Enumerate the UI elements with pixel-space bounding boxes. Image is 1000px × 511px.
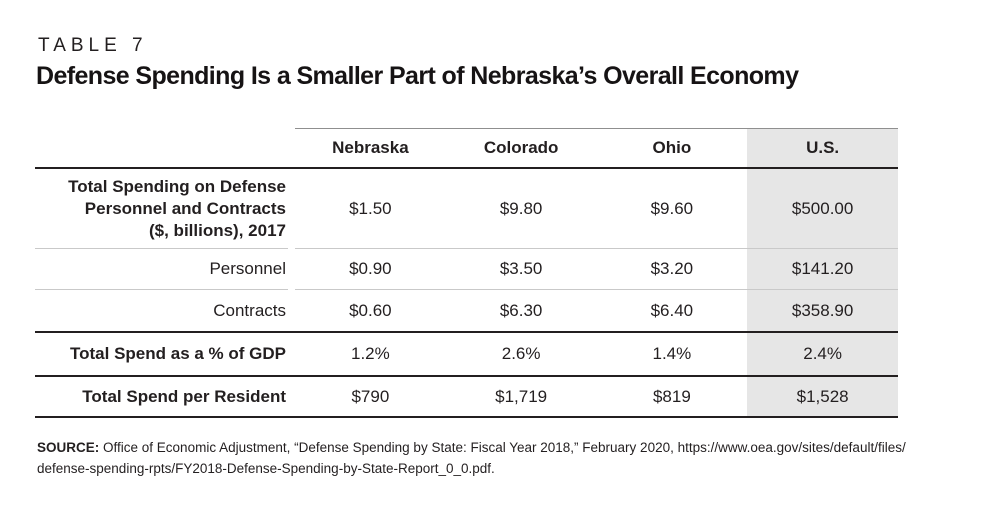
value-cell-ohio: $9.60 [650,198,694,218]
row-label-line: ($, billions), 2017 [149,220,286,240]
column-gap [288,128,295,167]
value-cell-colorado: 2.6% [501,344,541,363]
row-label: Total Spend per Resident [35,377,288,416]
value-cell-us: $1,528 [747,377,898,416]
column-gap [288,290,295,331]
header-cell-group: Nebraska Colorado Ohio U.S. [295,128,898,167]
table-header-row: Nebraska Colorado Ohio U.S. [35,128,898,169]
value-cell-nebraska: $0.60 [349,300,392,320]
table-row: Total Spend per Resident $790 $1,719 $819 $1… [35,377,898,418]
value-cell-ohio: $6.40 [650,300,694,320]
column-header-us: U.S. [747,129,898,167]
row-label-line: Contracts [213,300,286,320]
table-body: Total Spending on Defense Personnel and C… [35,169,898,418]
value-cell-colorado: $1,719 [495,386,548,406]
row-label-line: Personnel [209,259,286,278]
table-row: Total Spending on Defense Personnel and C… [35,169,898,249]
row-label-line: Personnel and Contracts [84,198,286,218]
header-label-spacer [35,128,288,167]
column-header-nebraska: Nebraska [332,138,409,157]
row-label: Contracts [35,290,288,331]
value-cell-us: $141.20 [747,249,898,289]
value-cell-nebraska: $1.50 [349,198,392,218]
row-value-group: $0.90 $3.50 $3.20 $141.20 [295,249,898,290]
column-header-ohio: Ohio [652,138,692,157]
row-label: Personnel [35,249,288,290]
table-row: Contracts $0.60 $6.30 $6.40 $358.90 [35,290,898,333]
column-gap [288,333,295,375]
row-label-line: Total Spending on Defense [68,176,286,196]
source-line-1: SOURCE: Office of Economic Adjustment, “… [37,437,987,458]
value-cell-colorado: $9.80 [499,198,543,218]
value-cell-us: 2.4% [747,333,898,375]
value-cell-ohio: $3.20 [650,259,694,278]
value-cell-nebraska: $790 [351,386,390,406]
column-gap [288,377,295,416]
table-row: Total Spend as a % of GDP 1.2% 2.6% 1.4% 2.4… [35,333,898,377]
source-note: SOURCE: Office of Economic Adjustment, “… [37,437,987,479]
row-value-group: $790 $1,719 $819 $1,528 [295,377,898,416]
value-cell-nebraska: 1.2% [351,344,390,363]
value-cell-ohio: 1.4% [652,344,692,363]
row-label: Total Spending on Defense Personnel and C… [35,169,288,249]
source-citation-text: Office of Economic Adjustment, “Defense … [99,440,906,455]
row-label: Total Spend as a % of GDP [35,333,288,375]
column-gap [288,169,295,249]
column-header-colorado: Colorado [483,138,559,157]
value-cell-colorado: $3.50 [499,259,543,278]
value-cell-us: $358.90 [747,290,898,331]
table-row: Personnel $0.90 $3.50 $3.20 $141.20 [35,249,898,290]
value-cell-colorado: $6.30 [499,300,543,320]
source-label: SOURCE: [37,440,100,455]
column-gap [288,249,295,290]
defense-spending-table: Nebraska Colorado Ohio U.S. Total Spending … [35,128,898,418]
row-value-group: $1.50 $9.80 $9.60 $500.00 [295,169,898,249]
table-number-label: TABLE 7 [38,35,148,56]
source-line-2: defense-spending-rpts/FY2018-Defense-Spe… [37,461,495,476]
row-value-group: 1.2% 2.6% 1.4% 2.4% [295,333,898,375]
table-title: Defense Spending Is a Smaller Part of Ne… [36,62,799,90]
row-label-line: Total Spend as a % of GDP [70,344,286,363]
value-cell-us: $500.00 [747,169,898,248]
row-value-group: $0.60 $6.30 $6.40 $358.90 [295,290,898,331]
value-cell-nebraska: $0.90 [349,259,392,278]
value-cell-ohio: $819 [652,386,691,406]
row-label-line: Total Spend per Resident [82,386,286,406]
